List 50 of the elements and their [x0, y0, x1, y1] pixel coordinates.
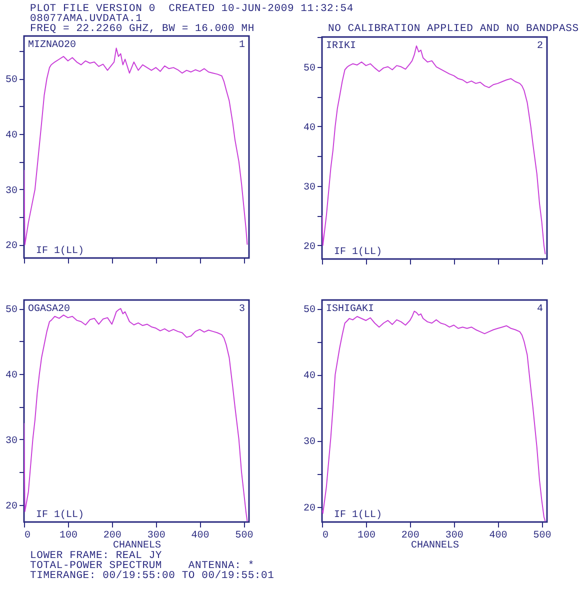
annotation: IRIKI	[326, 41, 356, 52]
chart-subtitle: 08077AMA.UVDATA.1	[30, 13, 142, 25]
y-tick-label: 50	[303, 63, 316, 74]
x-tick-label: 200	[401, 530, 420, 542]
text: TIMERANGE: 00/19:55:00 TO 00/19:55:01	[30, 570, 276, 582]
y-tick-label: 40	[5, 130, 18, 142]
y-tick-label: 30	[5, 436, 18, 447]
annotation: 2	[536, 41, 543, 52]
y-tick-label: 40	[5, 370, 18, 382]
y-tick-label: 30	[5, 186, 18, 197]
y-tick-label: 50	[5, 305, 18, 316]
x-tick-label: 500	[533, 530, 552, 542]
y-tick-label: 30	[303, 437, 316, 448]
annotation: 4	[536, 304, 543, 315]
y-tick-label: 20	[5, 241, 18, 252]
x-tick-label: 400	[191, 530, 210, 542]
y-tick-label: 50	[303, 305, 316, 316]
text: FREQ = 22.2260 GHZ, BW = 16.000 MH	[30, 23, 256, 35]
y-tick-label: 20	[303, 503, 316, 514]
annotation: MIZNAO20	[28, 40, 76, 51]
x-tick-label: 400	[489, 530, 508, 542]
x-tick-label: 0	[24, 530, 31, 542]
x-tick-label: 100	[357, 530, 376, 542]
x-tick-label: 100	[59, 530, 78, 542]
x-axis-title: CHANNELS	[410, 540, 460, 552]
y-tick-label: 40	[303, 371, 316, 382]
annotation: IF 1(LL)	[334, 246, 382, 258]
annotation: IF 1(LL)	[36, 509, 84, 521]
y-tick-label: 50	[5, 75, 18, 86]
x-tick-label: 200	[103, 530, 122, 542]
x-tick-label: 500	[235, 530, 254, 542]
chart-title: PLOT FILE VERSION 0 CREATED 10-JUN-2009 11:32:54	[30, 3, 354, 15]
y-tick-label: 40	[303, 122, 316, 134]
annotation: 1	[238, 40, 245, 51]
y-tick-label: 30	[303, 182, 316, 194]
annotation: 3	[238, 304, 245, 315]
x-axis-title: CHANNELS	[112, 540, 162, 552]
text: LOWER FRAME: REAL JY	[30, 550, 164, 562]
annotation: ISHIGAKI	[326, 304, 374, 315]
annotation: OGASA20	[28, 304, 70, 315]
text: NO CALIBRATION APPLIED AND NO BANDPASS	[328, 23, 580, 35]
x-tick-label: 0	[322, 530, 329, 542]
annotation: IF 1(LL)	[36, 245, 84, 257]
x-tick-label: 300	[147, 530, 166, 542]
annotation: IF 1(LL)	[334, 509, 382, 521]
line-series	[24, 48, 248, 246]
y-tick-label: 20	[5, 501, 18, 512]
y-tick-label: 20	[303, 242, 316, 253]
line-series	[322, 310, 546, 522]
x-tick-label: 300	[445, 530, 464, 542]
